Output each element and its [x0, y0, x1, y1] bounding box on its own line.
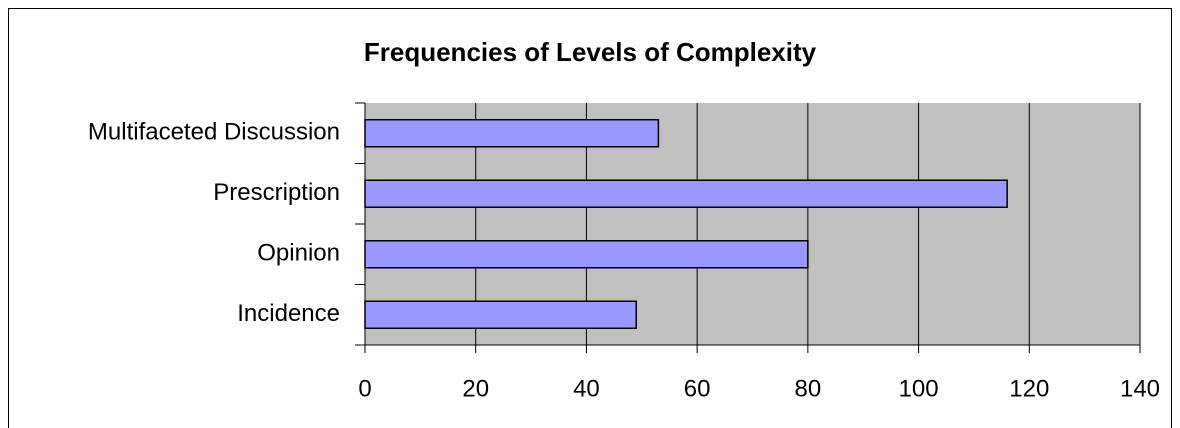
bar [364, 179, 1008, 208]
x-tick-label: 80 [795, 375, 822, 402]
x-tick-label: 140 [1120, 375, 1160, 402]
chart-title: Frequencies of Levels of Complexity [364, 37, 817, 67]
x-tick-label: 60 [684, 375, 711, 402]
x-tick-label: 40 [573, 375, 600, 402]
bar [364, 240, 809, 269]
chart-border [8, 8, 1172, 428]
y-tick-label: Opinion [257, 240, 340, 267]
x-tick-label: 0 [358, 375, 371, 402]
y-tick-label: Incidence [237, 300, 340, 327]
bar [364, 119, 660, 148]
bar [364, 300, 637, 329]
y-tick-label: Prescription [213, 179, 340, 206]
x-tick-label: 20 [462, 375, 489, 402]
x-tick-label: 100 [899, 375, 939, 402]
y-tick-label: Multifaceted Discussion [88, 119, 340, 146]
x-tick-label: 120 [1009, 375, 1049, 402]
